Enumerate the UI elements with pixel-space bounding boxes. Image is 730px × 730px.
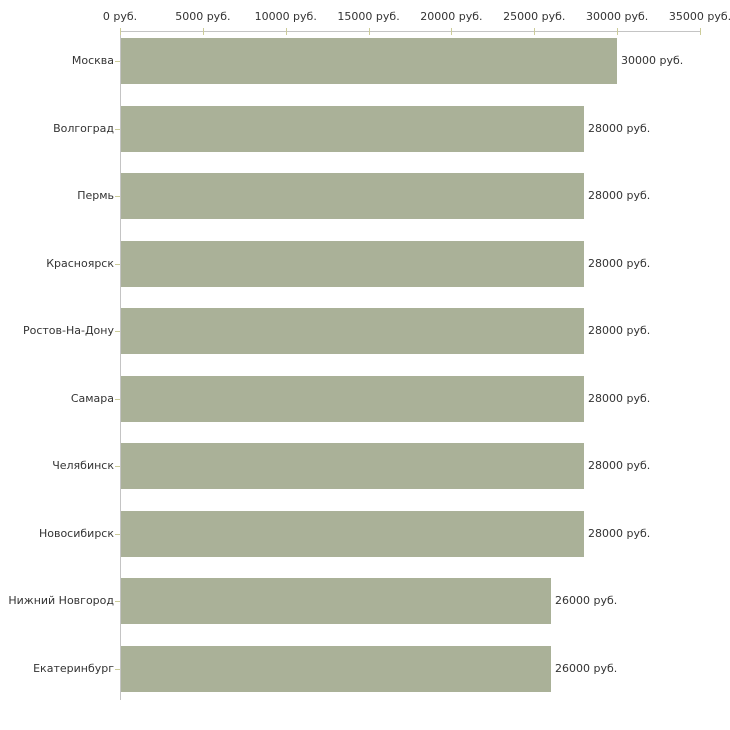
x-tick-label: 0 руб. <box>102 10 138 23</box>
category-label: Красноярск <box>46 257 114 270</box>
value-label: 28000 руб. <box>588 392 651 405</box>
category-tick-mark <box>115 534 120 535</box>
bar <box>121 38 617 84</box>
x-tick-label: 35000 руб. <box>668 10 730 23</box>
bar <box>121 308 584 354</box>
value-label: 28000 руб. <box>588 527 651 540</box>
category-label: Нижний Новгород <box>8 594 114 607</box>
x-tick-mark <box>451 28 453 35</box>
category-label: Ростов-На-Дону <box>22 324 114 337</box>
value-label: 30000 руб. <box>621 54 684 67</box>
value-label: 26000 руб. <box>555 662 618 675</box>
category-tick-mark <box>115 61 120 62</box>
category-label: Екатеринбург <box>33 662 114 675</box>
category-tick-mark <box>115 264 120 265</box>
category-label: Челябинск <box>52 459 114 472</box>
category-label: Москва <box>71 54 114 67</box>
bar <box>121 240 584 287</box>
category-tick-mark <box>115 129 120 130</box>
category-label: Пермь <box>77 189 114 202</box>
category-tick-mark <box>115 196 120 197</box>
bar <box>121 645 551 692</box>
x-tick-label: 25000 руб. <box>503 10 566 23</box>
bar <box>121 105 584 152</box>
x-tick-mark <box>368 28 370 35</box>
x-tick-label: 20000 руб. <box>420 10 483 23</box>
value-label: 28000 руб. <box>588 189 651 202</box>
bar <box>121 173 584 219</box>
value-label: 28000 руб. <box>588 257 651 270</box>
x-tick-label: 5000 руб. <box>175 10 231 23</box>
category-tick-mark <box>115 466 120 467</box>
x-tick-label: 10000 руб. <box>254 10 317 23</box>
x-tick-label: 30000 руб. <box>586 10 649 23</box>
category-label: Волгоград <box>53 122 114 135</box>
bar <box>121 578 551 624</box>
category-label: Новосибирск <box>38 527 114 540</box>
bar <box>121 443 584 489</box>
x-tick-mark <box>534 28 536 35</box>
category-tick-mark <box>115 331 120 332</box>
category-tick-mark <box>115 669 120 670</box>
x-axis-line <box>120 31 701 32</box>
x-tick-label: 15000 руб. <box>337 10 400 23</box>
category-tick-mark <box>115 399 120 400</box>
x-tick-mark <box>120 28 121 35</box>
x-tick-mark <box>617 28 619 35</box>
x-tick-mark <box>285 28 287 35</box>
category-label: Самара <box>70 392 114 405</box>
y-axis-line <box>120 31 121 700</box>
category-tick-mark <box>115 601 120 602</box>
x-tick-mark <box>700 28 701 35</box>
bar <box>121 510 584 557</box>
x-tick-mark <box>202 28 204 35</box>
value-label: 26000 руб. <box>555 594 618 607</box>
value-label: 28000 руб. <box>588 324 651 337</box>
bar <box>121 375 584 422</box>
value-label: 28000 руб. <box>588 122 651 135</box>
value-label: 28000 руб. <box>588 459 651 472</box>
